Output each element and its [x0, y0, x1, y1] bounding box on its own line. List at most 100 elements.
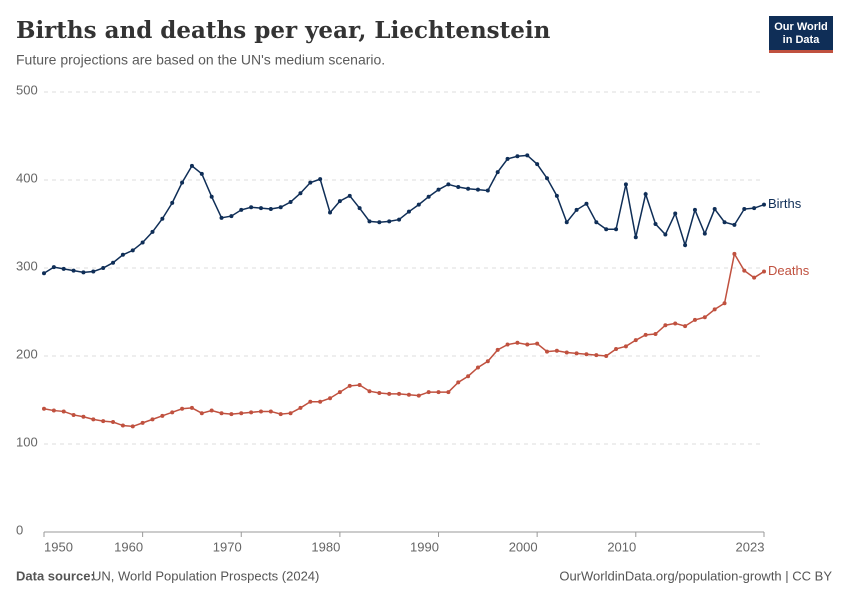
- data-point: [712, 207, 717, 212]
- data-point: [377, 390, 382, 395]
- data-point: [692, 207, 697, 212]
- data-point: [485, 188, 490, 193]
- data-point: [456, 380, 461, 385]
- data-point: [278, 412, 283, 417]
- data-point: [604, 354, 609, 358]
- data-point: [633, 235, 638, 240]
- chart-title: Births and deaths per year, Liechtenstei…: [16, 17, 551, 44]
- data-point: [594, 220, 599, 225]
- data-point: [752, 275, 757, 280]
- data-point: [475, 187, 480, 192]
- data-point: [752, 206, 757, 211]
- data-point: [337, 390, 342, 395]
- data-point: [545, 176, 550, 181]
- data-point: [170, 410, 175, 415]
- data-point: [111, 260, 116, 265]
- data-point: [614, 227, 619, 232]
- data-point: [229, 214, 234, 219]
- x-tick-label: 2010: [607, 539, 636, 554]
- data-point: [623, 182, 628, 187]
- series-label: Deaths: [768, 263, 810, 278]
- source: UN, World Population Prospects (2024): [92, 568, 319, 583]
- data-point: [120, 423, 125, 428]
- data-point: [61, 409, 66, 414]
- logo-text: in Data: [783, 34, 821, 46]
- data-point: [554, 348, 559, 353]
- data-point: [406, 392, 411, 397]
- data-point: [416, 393, 421, 398]
- x-tick-label: 1950: [44, 539, 73, 554]
- data-point: [633, 338, 638, 343]
- data-point: [446, 182, 451, 187]
- data-point: [140, 240, 145, 245]
- data-point: [209, 408, 214, 413]
- data-point: [742, 207, 747, 212]
- data-point: [574, 207, 579, 212]
- data-point: [683, 243, 688, 248]
- data-point: [475, 365, 480, 370]
- data-point: [219, 215, 224, 220]
- data-point: [318, 177, 323, 182]
- data-point: [318, 399, 323, 404]
- x-tick-label: 1990: [410, 539, 439, 554]
- data-point: [71, 412, 76, 417]
- data-point: [199, 411, 204, 416]
- data-point: [436, 187, 441, 192]
- data-point: [239, 411, 244, 416]
- data-point: [466, 374, 471, 379]
- data-point: [268, 409, 273, 414]
- data-point: [732, 222, 737, 227]
- data-point: [140, 420, 145, 425]
- data-point: [288, 411, 293, 416]
- data-point: [653, 222, 658, 226]
- data-point: [308, 399, 313, 404]
- data-point: [209, 194, 214, 199]
- series-line: [43, 154, 765, 274]
- data-point: [702, 231, 707, 236]
- data-point: [505, 342, 510, 347]
- data-point: [308, 180, 313, 185]
- data-point: [564, 220, 569, 225]
- data-point: [199, 171, 204, 176]
- data-point: [545, 349, 550, 354]
- data-point: [604, 227, 609, 232]
- series-line: [43, 251, 765, 428]
- data-point: [663, 232, 668, 237]
- y-tick-label: 100: [16, 434, 38, 449]
- data-point: [505, 156, 510, 161]
- data-point: [387, 391, 392, 396]
- data-point: [584, 201, 589, 206]
- data-point: [495, 347, 500, 352]
- data-point: [367, 219, 372, 224]
- data-point: [762, 269, 766, 274]
- data-point: [150, 229, 155, 234]
- data-point: [337, 199, 342, 204]
- data-point: [347, 193, 352, 198]
- data-point: [249, 205, 254, 210]
- source-url[interactable]: OurWorldinData.org/population-growth | C…: [559, 568, 832, 583]
- data-point: [219, 411, 224, 416]
- data-point: [535, 341, 540, 346]
- data-point: [426, 194, 431, 199]
- data-point: [357, 383, 362, 388]
- data-point: [643, 332, 648, 337]
- data-point: [51, 265, 56, 270]
- data-point: [101, 266, 106, 270]
- data-point: [268, 207, 273, 212]
- data-point: [446, 390, 451, 395]
- logo-text: Our World: [774, 21, 828, 33]
- data-point: [515, 340, 520, 345]
- data-point: [643, 192, 648, 197]
- data-point: [150, 417, 155, 422]
- x-tick-label: 1970: [213, 539, 242, 554]
- data-point: [742, 268, 747, 273]
- data-point: [71, 268, 76, 273]
- data-point: [189, 163, 194, 168]
- logo[interactable]: Our World in Data: [769, 16, 833, 53]
- data-point: [51, 408, 56, 413]
- data-point: [397, 391, 402, 396]
- x-tick-label: 1980: [311, 539, 340, 554]
- data-point: [594, 353, 599, 358]
- data-point: [574, 351, 579, 356]
